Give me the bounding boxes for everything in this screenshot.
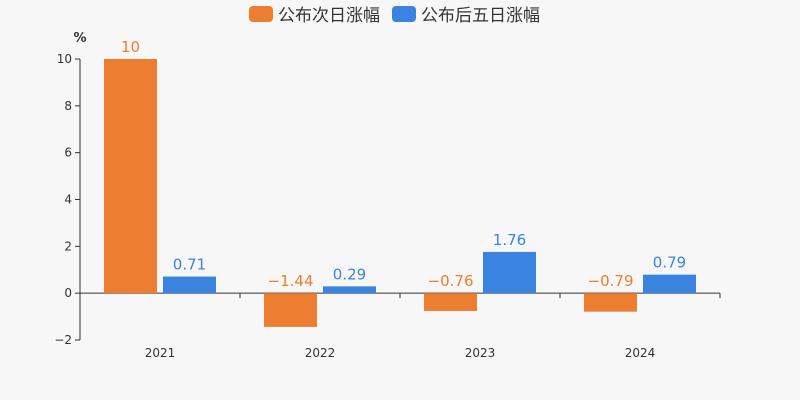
y-axis: −2 0 2 4 6 8 10	[54, 52, 81, 347]
y-tick-label: 8	[64, 99, 72, 113]
y-tick-label: 6	[64, 146, 72, 160]
y-tick-label: 10	[57, 52, 72, 66]
y-tick-label: 0	[64, 286, 72, 300]
bar-five-day-2023	[483, 251, 536, 294]
x-tick-label: 2022	[305, 346, 336, 360]
bar-five-day-2022	[323, 286, 376, 294]
legend-label-next-day[interactable]: 公布次日涨幅	[278, 6, 380, 26]
x-tick-label: 2024	[625, 346, 656, 360]
bar-next-day-2022	[264, 293, 317, 327]
data-labels: 10 −1.44 −0.76 −0.79 0.71 0.29 1.76 0.79	[121, 38, 686, 290]
legend-swatch-five-day[interactable]	[392, 6, 416, 22]
data-label: −0.76	[428, 272, 474, 290]
bar-next-day-2021	[104, 59, 157, 294]
x-tick-label: 2023	[465, 346, 496, 360]
legend: 公布次日涨幅 公布后五日涨幅	[249, 6, 540, 26]
data-label: 10	[121, 38, 140, 56]
bar-next-day-2024	[584, 293, 637, 312]
data-label: 0.29	[333, 265, 366, 283]
data-label: 0.71	[173, 256, 206, 274]
data-label: −0.79	[588, 272, 634, 290]
legend-label-five-day[interactable]: 公布后五日涨幅	[421, 6, 540, 26]
bar-next-day-2023	[424, 293, 477, 311]
y-tick-label: 2	[64, 239, 72, 253]
y-axis-unit-label: %	[73, 31, 86, 46]
data-label: −1.44	[268, 272, 314, 290]
data-label: 1.76	[493, 231, 526, 249]
bar-five-day-2024	[643, 274, 696, 294]
legend-swatch-next-day[interactable]	[249, 6, 273, 22]
bars	[104, 59, 696, 327]
y-tick-label: 4	[64, 193, 72, 207]
y-tick-label: −2	[54, 333, 72, 347]
data-label: 0.79	[653, 254, 686, 272]
x-tick-label: 2021	[145, 346, 176, 360]
bar-five-day-2021	[163, 276, 216, 294]
